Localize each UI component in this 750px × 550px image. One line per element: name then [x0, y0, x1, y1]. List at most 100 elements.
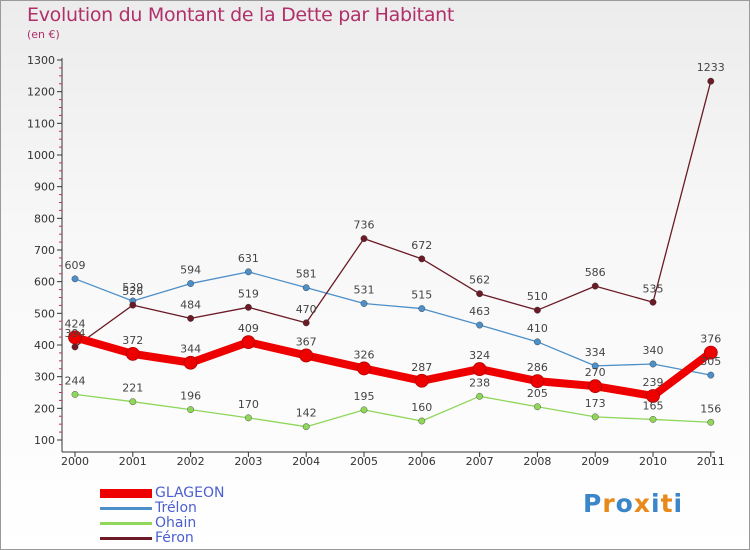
data-point-trelon [187, 280, 195, 287]
x-tick-label: 2001 [119, 455, 147, 468]
legend-label-feron: Féron [155, 530, 194, 546]
x-tick-label: 2003 [234, 455, 262, 468]
legend: GLAGEON Trélon Ohain Féron [100, 485, 300, 546]
data-label-ohain: 156 [700, 402, 721, 415]
data-point-ohain [244, 414, 252, 422]
data-label-ohain: 195 [354, 390, 375, 403]
data-point-glageon [414, 373, 429, 388]
legend-item-glageon: GLAGEON [100, 485, 300, 501]
data-label-feron: 484 [180, 298, 201, 311]
data-point-feron [418, 255, 426, 263]
data-label-glageon: 376 [700, 333, 721, 346]
x-tick-label: 2010 [639, 455, 667, 468]
data-label-glageon: 326 [354, 348, 375, 361]
data-point-ohain [707, 418, 715, 426]
y-tick-label: 1000 [27, 149, 55, 162]
data-point-ohain [418, 417, 426, 425]
data-label-ohain: 142 [296, 407, 317, 420]
data-label-trelon: 340 [643, 344, 664, 357]
data-label-feron: 510 [527, 290, 548, 303]
y-tick-label: 600 [34, 276, 55, 289]
data-label-ohain: 165 [643, 399, 664, 412]
data-point-ohain [534, 403, 541, 411]
data-label-feron: 586 [585, 266, 606, 279]
legend-label-glageon: GLAGEON [155, 485, 225, 501]
x-tick-label: 2011 [697, 455, 725, 468]
logo-letter: t [660, 489, 674, 518]
data-label-trelon: 334 [585, 346, 606, 359]
data-point-ohain [476, 392, 483, 400]
data-point-glageon [125, 346, 140, 361]
data-point-feron [534, 306, 541, 314]
logo-letter: r [602, 489, 616, 518]
data-label-feron: 562 [469, 274, 490, 287]
data-label-trelon: 631 [238, 252, 259, 265]
legend-item-trelon: Trélon [100, 500, 300, 516]
data-point-glageon [68, 330, 82, 345]
data-label-feron: 470 [296, 303, 317, 316]
data-point-glageon [646, 389, 660, 403]
data-point-feron [707, 77, 715, 85]
data-label-glageon: 239 [643, 376, 664, 389]
legend-item-ohain: Ohain [100, 515, 300, 531]
data-label-glageon: 367 [296, 335, 317, 348]
data-point-feron [129, 301, 137, 309]
y-tick-label: 1100 [27, 117, 55, 130]
data-point-ohain [591, 413, 599, 421]
chart-subtitle: (en €) [27, 28, 60, 41]
data-label-ohain: 221 [122, 382, 143, 395]
data-label-ohain: 205 [527, 387, 548, 400]
data-point-glageon [703, 345, 718, 360]
data-point-feron [71, 343, 79, 351]
data-point-glageon [241, 335, 256, 350]
data-point-ohain [71, 390, 79, 398]
data-point-feron [476, 290, 483, 298]
y-tick-label: 700 [34, 244, 55, 257]
data-label-ohain: 244 [65, 374, 86, 387]
data-label-ohain: 173 [585, 397, 606, 410]
y-tick-label: 500 [34, 307, 55, 320]
data-label-glageon: 424 [65, 317, 86, 330]
data-point-trelon [418, 305, 426, 312]
data-point-trelon [534, 338, 541, 346]
data-point-trelon [360, 300, 368, 307]
legend-label-ohain: Ohain [155, 515, 197, 531]
x-tick-label: 2002 [177, 455, 205, 468]
data-label-trelon: 410 [527, 322, 548, 335]
proxiti-logo: Proxiti [583, 489, 683, 518]
data-label-feron: 519 [238, 287, 259, 300]
y-tick-label: 100 [34, 434, 55, 447]
data-label-trelon: 515 [411, 289, 432, 302]
data-label-glageon: 372 [122, 334, 143, 347]
y-tick-label: 1200 [27, 86, 55, 99]
data-label-glageon: 287 [411, 361, 432, 374]
logo-letter: i [651, 489, 661, 518]
data-label-trelon: 609 [65, 259, 86, 272]
data-point-glageon [299, 348, 314, 363]
data-point-feron [649, 298, 657, 306]
data-label-glageon: 409 [238, 322, 259, 335]
y-tick-label: 900 [34, 181, 55, 194]
data-point-trelon [476, 321, 483, 329]
series-line-glageon [71, 333, 715, 400]
data-label-feron: 394 [65, 327, 86, 340]
y-tick-label: 400 [34, 339, 55, 352]
logo-letter: x [633, 489, 651, 518]
data-label-ohain: 170 [238, 398, 259, 411]
data-label-ohain: 238 [469, 376, 490, 389]
data-point-glageon [183, 355, 198, 370]
data-label-glageon: 344 [180, 343, 201, 356]
logo-letter: o [615, 489, 634, 518]
data-label-ohain: 160 [411, 401, 432, 414]
data-point-trelon [591, 362, 599, 370]
legend-swatch-glageon [100, 489, 152, 498]
data-point-feron [187, 314, 195, 322]
data-point-glageon [357, 361, 371, 376]
data-label-feron: 1233 [697, 61, 725, 74]
data-point-ohain [187, 406, 195, 413]
data-point-glageon [588, 379, 603, 394]
data-point-glageon [530, 374, 545, 389]
y-tick-label: 300 [34, 371, 55, 384]
legend-swatch-trelon [100, 507, 152, 510]
